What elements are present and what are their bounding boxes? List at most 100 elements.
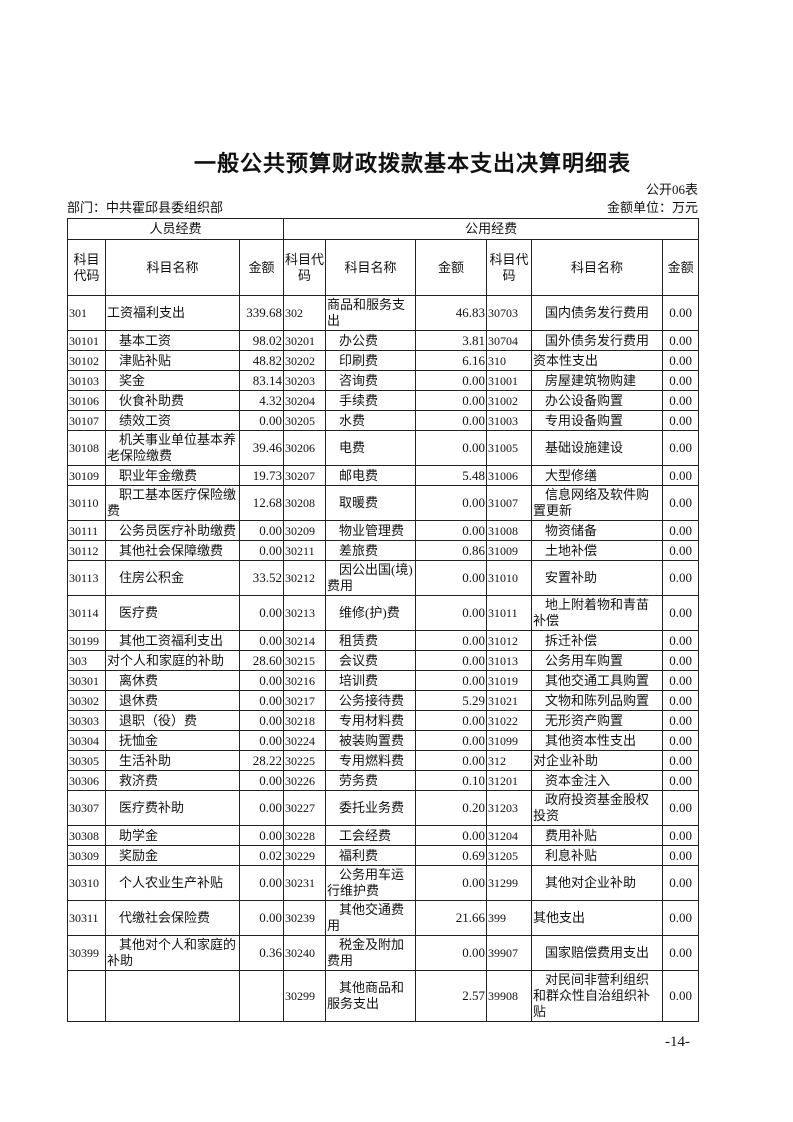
cell-code: 30306 [67,770,106,791]
cell-amount: 0.00 [662,845,700,866]
cell-name: 大型修缮 [531,465,664,486]
cell-code: 30213 [283,595,327,631]
cell-code: 30199 [67,630,106,651]
table-row: 30310 个人农业生产补贴 0.00 30231 公务用车运行维护费 0.00 31299… [67,865,700,901]
cell-amount: 0.00 [415,630,488,651]
table-row: 30306 救济费 0.00 30226 劳务费 0.10 31201 资本金注入 0.00 [67,770,700,791]
cell-name: 其他交通工具购置 [531,670,664,691]
cell-name: 拆迁补偿 [531,630,664,651]
cell-amount: 0.00 [238,825,285,846]
cell-amount: 0.00 [662,825,700,846]
group-header-public: 公用经费 [283,218,700,240]
cell-name: 租赁费 [325,630,417,651]
table-row: 30110 职工基本医疗保险缴费 12.68 30208 取暖费 0.00 31007 信息网… [67,485,700,521]
cell-name: 维修(护)费 [325,595,417,631]
cell-name: 职业年金缴费 [105,465,240,486]
cell-name: 税金及附加费用 [325,935,417,971]
header-name: 科目名称 [105,239,240,296]
cell-name: 抚恤金 [105,730,240,751]
cell-name: 被装购置费 [325,730,417,751]
table-row: 30112 其他社会保障缴费 0.00 30211 差旅费 0.86 31009 土地补偿 0.… [67,540,700,561]
cell-amount: 0.00 [662,390,700,411]
cell-amount: 0.00 [662,730,700,751]
cell-code: 30231 [283,865,327,901]
cell-code: 30113 [67,560,106,596]
cell-name: 工会经费 [325,825,417,846]
cell-code: 303 [67,650,106,671]
cell-code: 30106 [67,390,106,411]
cell-name: 伙食补助费 [105,390,240,411]
cell-name: 专用燃料费 [325,750,417,771]
cell-amount: 0.00 [415,595,488,631]
cell-amount: 5.48 [415,465,488,486]
cell-amount: 0.69 [415,845,488,866]
cell-amount: 0.00 [662,330,700,351]
cell-amount: 0.10 [415,770,488,791]
header-code: 科目代码 [283,239,327,296]
cell-name: 福利费 [325,845,417,866]
cell-code: 30109 [67,465,106,486]
cell-name: 奖金 [105,370,240,391]
cell-name: 其他对企业补助 [531,865,664,901]
cell-amount: 33.52 [238,560,285,596]
cell-code: 30240 [283,935,327,971]
cell-amount: 0.00 [662,650,700,671]
cell-amount: 0.00 [415,865,488,901]
cell-code: 30226 [283,770,327,791]
cell-name: 地上附着物和青苗补偿 [531,595,664,631]
cell-code: 30229 [283,845,327,866]
cell-code: 31022 [486,710,533,731]
cell-name: 国外债务发行费用 [531,330,664,351]
header-amount: 金额 [238,239,285,296]
cell-amount: 83.14 [238,370,285,391]
cell-code: 301 [67,295,106,331]
table-row: 30103 奖金 83.14 30203 咨询费 0.00 31001 房屋建筑物购建 0.00 [67,370,700,391]
cell-name: 津贴补贴 [105,350,240,371]
cell-name: 差旅费 [325,540,417,561]
cell-code: 30110 [67,485,106,521]
amount-unit-label: 金额单位：万元 [606,200,698,215]
cell-amount: 28.60 [238,650,285,671]
cell-amount: 0.00 [662,560,700,596]
cell-amount [238,970,285,1022]
table-row: 30302 退休费 0.00 30217 公务接待费 5.29 31021 文物和陈列品购置 0… [67,690,700,711]
cell-name: 医疗费补助 [105,790,240,826]
cell-code: 312 [486,750,533,771]
cell-amount: 0.00 [662,670,700,691]
cell-amount: 0.00 [238,520,285,541]
cell-amount: 0.36 [238,935,285,971]
table-row: 30299 其他商品和服务支出 2.57 39908 对民间非营利组织和群众性自治组织补… [67,970,700,1022]
cell-name: 咨询费 [325,370,417,391]
cell-name: 救济费 [105,770,240,791]
cell-amount: 0.00 [415,710,488,731]
cell-code: 310 [486,350,533,371]
cell-name: 取暖费 [325,485,417,521]
cell-amount: 0.00 [238,900,285,936]
cell-name: 房屋建筑物购建 [531,370,664,391]
page-title: 一般公共预算财政拨款基本支出决算明细表 [193,151,631,176]
cell-amount: 28.22 [238,750,285,771]
table-row: 30199 其他工资福利支出 0.00 30214 租赁费 0.00 31012 拆迁补偿 0.… [67,630,700,651]
cell-amount: 0.00 [662,770,700,791]
table-row: 30309 奖励金 0.02 30229 福利费 0.69 31205 利息补贴 0.00 [67,845,700,866]
cell-code: 31008 [486,520,533,541]
cell-code: 31006 [486,465,533,486]
cell-amount: 0.00 [662,690,700,711]
cell-name: 住房公积金 [105,560,240,596]
cell-name: 专用材料费 [325,710,417,731]
cell-amount: 19.73 [238,465,285,486]
group-header-personnel: 人员经费 [66,218,285,240]
header-code: 科目代码 [486,239,533,296]
cell-amount: 0.00 [662,430,700,466]
cell-name: 利息补贴 [531,845,664,866]
cell-name: 培训费 [325,670,417,691]
cell-name: 对个人和家庭的补助 [105,650,240,671]
cell-code: 30101 [67,330,106,351]
table-row: 303 对个人和家庭的补助 28.60 30215 会议费 0.00 31013 公务用车购置… [67,650,700,671]
cell-code: 30107 [67,410,106,431]
cell-amount: 0.00 [415,935,488,971]
cell-name: 手续费 [325,390,417,411]
cell-code: 30204 [283,390,327,411]
cell-code: 31013 [486,650,533,671]
cell-amount: 0.00 [662,520,700,541]
